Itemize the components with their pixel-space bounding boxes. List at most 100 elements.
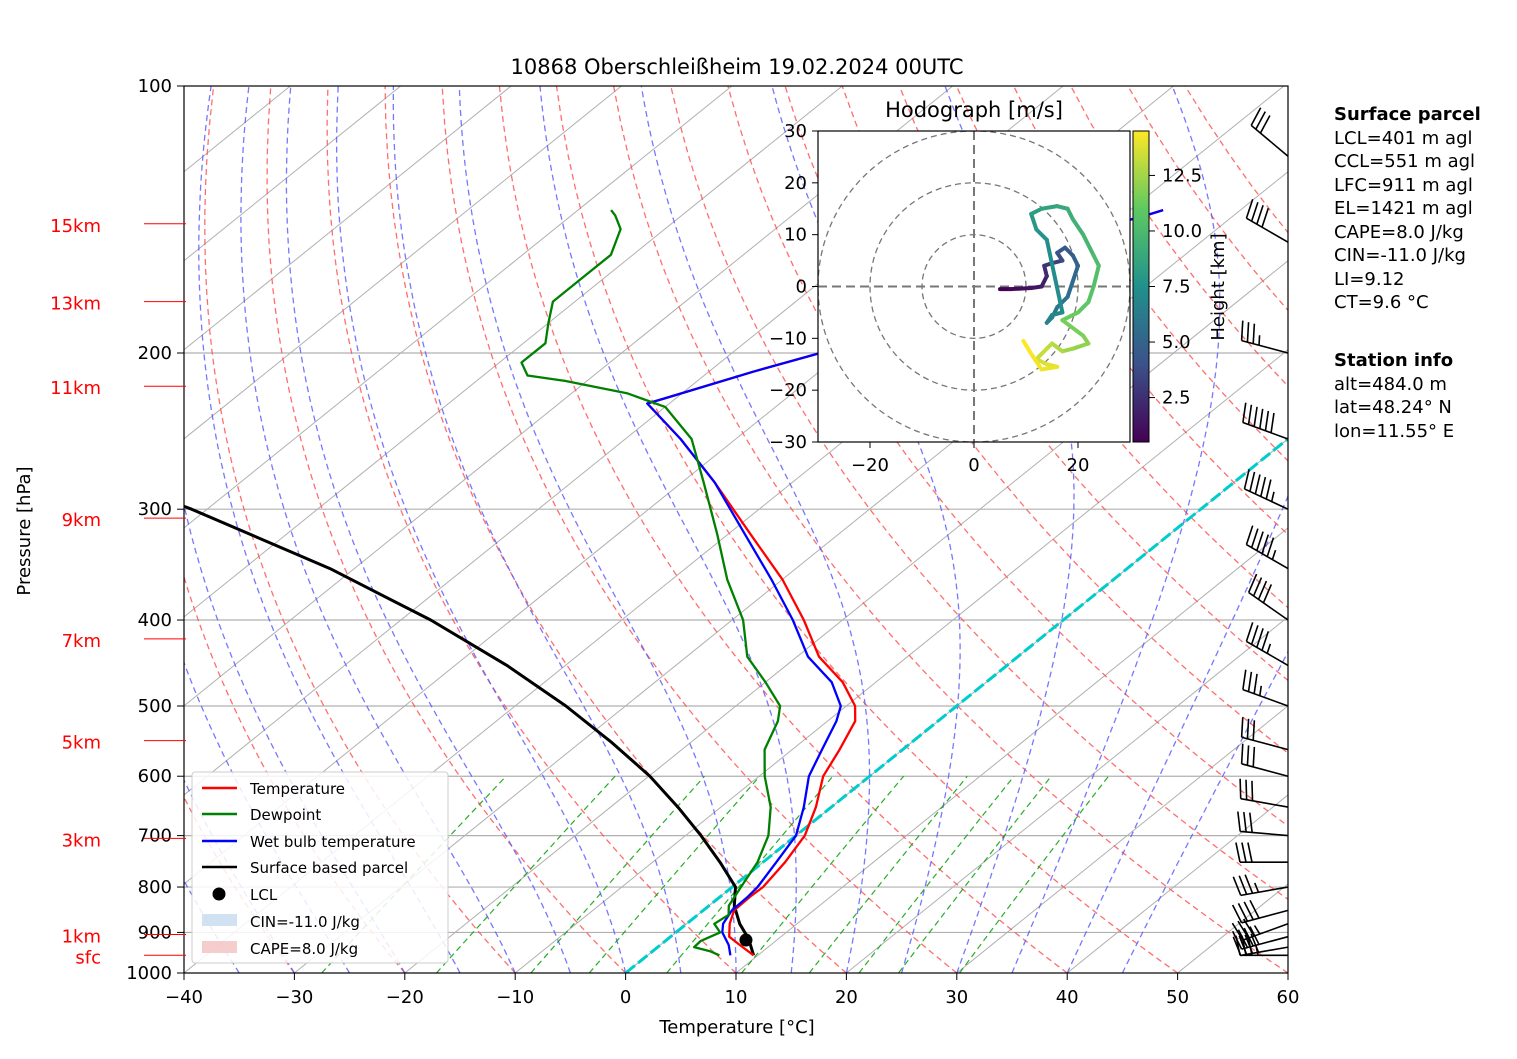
wind-barb xyxy=(1243,469,1289,510)
moist-adiabat xyxy=(240,86,516,973)
wind-barb-shaft xyxy=(1241,909,1289,924)
legend-dewpoint: Dewpoint xyxy=(250,806,321,824)
x-tick-label: 60 xyxy=(1277,987,1300,1008)
wind-barb-flag xyxy=(1250,201,1259,222)
p-tick-label: 1000 xyxy=(126,963,172,984)
surface-li: LI=9.12 xyxy=(1334,268,1405,290)
hodo-y-tick-label: 20 xyxy=(784,173,807,194)
wind-barb-shaft xyxy=(1240,886,1289,897)
wind-barb-flag xyxy=(1259,115,1271,134)
hodograph-segment xyxy=(1091,263,1101,289)
dry-adiabat xyxy=(498,86,1068,973)
x-tick-label: 30 xyxy=(945,987,968,1008)
height-label: 15km xyxy=(50,216,101,237)
isotherm-line xyxy=(184,86,733,529)
wind-barb xyxy=(1240,717,1289,751)
height-label: 1km xyxy=(62,927,101,948)
isotherm-line xyxy=(184,86,622,440)
wind-barb-flag xyxy=(1231,922,1244,941)
dry-adiabat xyxy=(612,86,1288,973)
x-tick-label: 10 xyxy=(725,987,748,1008)
dry-adiabat xyxy=(555,86,1178,973)
x-tick-label: −40 xyxy=(165,987,203,1008)
isotherm-line xyxy=(184,86,953,707)
legend-cape-swatch xyxy=(202,941,237,953)
wind-barb-flag xyxy=(1265,479,1272,500)
wind-barb-flag xyxy=(1245,525,1254,545)
wind-barb-flag xyxy=(1270,412,1275,433)
wind-barb-flag xyxy=(1245,198,1254,219)
wind-barb-flag xyxy=(1254,474,1261,495)
hodograph-segment xyxy=(1029,351,1044,372)
isotherm-line xyxy=(184,86,401,262)
x-tick-label: −20 xyxy=(386,987,424,1008)
station-alt: alt=484.0 m xyxy=(1334,373,1447,395)
wind-barb-flag xyxy=(1261,207,1270,228)
surface-lfc: LFC=911 m agl xyxy=(1334,174,1473,196)
mixing-ratio-line xyxy=(436,775,616,973)
legend-parcel: Surface based parcel xyxy=(250,859,408,877)
wind-barb-shaft xyxy=(1248,591,1289,621)
wind-barb-flag xyxy=(1266,537,1275,557)
mixing-ratio-line xyxy=(898,775,1052,973)
hodo-x-tick-label: 0 xyxy=(968,455,979,476)
x-tick-label: 0 xyxy=(620,987,631,1008)
wind-barb-flag xyxy=(1237,811,1241,832)
wind-barb-shaft xyxy=(1246,217,1289,243)
hodograph-segment xyxy=(1070,217,1086,237)
height-label: 5km xyxy=(62,733,101,754)
wind-barb-flag xyxy=(1240,743,1244,764)
p-tick-label: 100 xyxy=(138,76,172,97)
height-label: 13km xyxy=(50,294,101,315)
mixing-ratio-line xyxy=(321,775,507,973)
x-axis-ticks: −40 −30 −20 −10 0 10 20 30 40 50 60 xyxy=(165,973,1299,1008)
surface-ct: CT=9.6 °C xyxy=(1334,292,1429,313)
wind-barb-flag xyxy=(1247,671,1253,692)
wind-barb-flag xyxy=(1238,935,1248,955)
mixing-ratio-line xyxy=(858,775,1015,973)
wind-barb-shaft xyxy=(1241,935,1289,950)
wind-barb-flag xyxy=(1259,408,1264,429)
dry-adiabat xyxy=(1013,86,1288,462)
wind-barb-flag xyxy=(1246,745,1250,766)
height-label: 11km xyxy=(50,378,101,399)
height-label: 7km xyxy=(62,631,101,652)
hodograph-segment xyxy=(1044,237,1065,315)
colorbar-ticks: 2.5 5.0 7.5 10.0 12.5 xyxy=(1149,165,1202,409)
station-info-header: Station info xyxy=(1334,350,1454,371)
wind-barb-flag xyxy=(1253,673,1258,694)
wind-barb-shaft xyxy=(1241,339,1289,354)
station-info-panel: Station info alt=484.0 m lat=48.24° N lo… xyxy=(1334,349,1454,443)
legend-lcl: LCL xyxy=(250,886,278,904)
moist-adiabat xyxy=(1066,494,1288,973)
hodo-y-tick-label: 0 xyxy=(796,277,807,298)
wind-barb xyxy=(1245,198,1289,243)
lcl-marker xyxy=(739,933,753,947)
wind-barb-flag xyxy=(1261,534,1270,554)
hodograph-segment xyxy=(1065,279,1075,299)
legend-temperature: Temperature xyxy=(249,780,345,798)
wind-barb-flag xyxy=(1237,929,1249,948)
wind-barb-flag xyxy=(1231,930,1243,950)
wind-barb-flag xyxy=(1242,402,1247,423)
legend-cape: CAPE=8.0 J/kg xyxy=(250,940,358,958)
isotherm-line xyxy=(514,349,1288,973)
moist-adiabat xyxy=(539,86,797,973)
mixing-ratio-line xyxy=(959,775,1109,973)
wind-barb xyxy=(1242,669,1289,707)
p-tick-label: 800 xyxy=(138,877,172,898)
pressure-axis-ticks: 100 200 300 400 500 600 700 800 900 1000 xyxy=(126,76,184,984)
wind-barb-flag xyxy=(1252,323,1256,344)
wind-barb xyxy=(1240,320,1289,354)
legend-cin-swatch xyxy=(202,914,237,926)
moist-adiabat xyxy=(285,86,572,973)
moist-adiabat xyxy=(335,86,627,973)
x-tick-label: 40 xyxy=(1056,987,1079,1008)
hodograph-segment xyxy=(1050,341,1065,354)
colorbar-tick-label: 2.5 xyxy=(1162,388,1191,409)
height-label: 3km xyxy=(62,830,101,851)
wind-barb xyxy=(1237,811,1289,837)
legend-wetbulb: Wet bulb temperature xyxy=(250,833,416,851)
hodo-y-tick-label: 30 xyxy=(784,121,807,142)
wind-barb-shaft xyxy=(1242,688,1289,707)
